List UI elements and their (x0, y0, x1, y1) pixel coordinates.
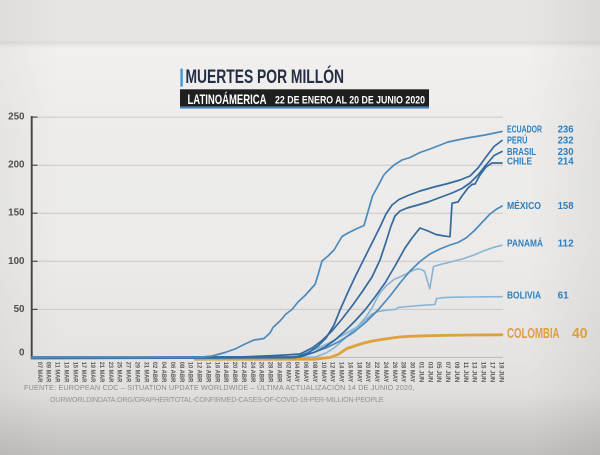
svg-text:24 ABR: 24 ABR (249, 362, 256, 383)
svg-text:30 ABR: 30 ABR (275, 362, 282, 383)
svg-text:02 MAY: 02 MAY (284, 362, 291, 383)
svg-text:12 ABR: 12 ABR (196, 362, 203, 383)
svg-text:26 MAY: 26 MAY (391, 362, 398, 383)
svg-text:CHILE: CHILE (507, 156, 532, 168)
svg-text:25 MAR: 25 MAR (116, 362, 123, 383)
svg-text:07 JUN: 07 JUN (444, 362, 451, 383)
svg-text:05 JUN: 05 JUN (435, 362, 442, 383)
svg-text:15 MAR: 15 MAR (71, 362, 78, 383)
svg-text:100: 100 (8, 256, 25, 267)
svg-text:PANAMÁ: PANAMÁ (507, 237, 543, 250)
svg-text:112: 112 (558, 238, 574, 250)
svg-text:22 ABR: 22 ABR (240, 362, 247, 383)
svg-text:214: 214 (558, 156, 574, 168)
svg-text:16 ABR: 16 ABR (213, 362, 220, 383)
svg-text:200: 200 (8, 160, 25, 171)
svg-text:08 MAY: 08 MAY (311, 362, 318, 383)
svg-text:30 MAY: 30 MAY (408, 362, 415, 383)
svg-text:11 MAR: 11 MAR (53, 362, 60, 383)
svg-text:LATINOÁMERICA: LATINOÁMERICA (188, 91, 267, 108)
svg-text:MUERTES POR MILLÓN: MUERTES POR MILLÓN (186, 64, 345, 88)
svg-text:06 MAY: 06 MAY (302, 362, 309, 383)
svg-text:11 JUN: 11 JUN (462, 362, 469, 383)
svg-text:10 ABR: 10 ABR (187, 362, 194, 383)
svg-text:16 MAY: 16 MAY (346, 362, 353, 383)
svg-text:22 MAY: 22 MAY (373, 362, 380, 383)
svg-text:BOLIVIA: BOLIVIA (507, 290, 541, 302)
svg-text:18 MAY: 18 MAY (355, 362, 362, 383)
svg-text:13 JUN: 13 JUN (471, 362, 478, 383)
svg-text:BRASIL: BRASIL (507, 146, 536, 158)
svg-text:19 JUN: 19 JUN (497, 362, 504, 383)
svg-text:20 ABR: 20 ABR (231, 362, 238, 383)
svg-text:29 MAR: 29 MAR (133, 362, 140, 383)
svg-text:26 ABR: 26 ABR (258, 362, 265, 383)
svg-text:24 MAY: 24 MAY (382, 362, 389, 383)
svg-text:20 MAY: 20 MAY (364, 362, 371, 383)
svg-text:17 MAR: 17 MAR (80, 362, 87, 383)
svg-text:19 MAR: 19 MAR (89, 362, 96, 383)
svg-text:14 MAY: 14 MAY (337, 362, 344, 383)
svg-text:50: 50 (14, 304, 25, 315)
svg-text:40: 40 (572, 325, 588, 342)
svg-text:250: 250 (8, 112, 25, 123)
svg-text:22 DE ENERO AL 20 DE JUNIO 202: 22 DE ENERO AL 20 DE JUNIO 2020 (275, 95, 425, 107)
svg-text:COLOMBIA: COLOMBIA (507, 325, 560, 342)
svg-text:27 MAR: 27 MAR (125, 362, 132, 383)
svg-text:0: 0 (19, 347, 25, 358)
svg-text:15 JUN: 15 JUN (479, 362, 486, 383)
svg-text:158: 158 (558, 200, 574, 212)
svg-text:PERÚ: PERÚ (507, 134, 528, 147)
svg-text:04 ABR: 04 ABR (160, 362, 167, 383)
svg-text:232: 232 (558, 135, 574, 147)
svg-text:28 MAY: 28 MAY (400, 362, 407, 383)
svg-text:03 JUN: 03 JUN (426, 362, 433, 383)
svg-text:10 MAY: 10 MAY (320, 362, 327, 383)
svg-text:61: 61 (558, 290, 569, 302)
svg-text:236: 236 (558, 124, 574, 136)
svg-text:06 ABR: 06 ABR (169, 362, 176, 383)
svg-text:28 ABR: 28 ABR (266, 362, 273, 383)
svg-text:230: 230 (558, 146, 574, 158)
svg-text:13 MAR: 13 MAR (62, 362, 69, 383)
svg-text:01 JUN: 01 JUN (417, 362, 424, 383)
svg-text:07 MAR: 07 MAR (36, 362, 43, 383)
svg-text:MÉXICO: MÉXICO (507, 199, 541, 212)
svg-text:150: 150 (8, 208, 25, 219)
svg-text:21 MAR: 21 MAR (98, 362, 105, 383)
svg-text:04 MAY: 04 MAY (293, 362, 300, 383)
svg-text:14 ABR: 14 ABR (204, 362, 211, 383)
svg-text:12 MAY: 12 MAY (329, 362, 336, 383)
svg-text:17 JUN: 17 JUN (488, 362, 495, 383)
svg-text:02 ABR: 02 ABR (151, 362, 158, 383)
svg-text:09 JUN: 09 JUN (453, 362, 460, 383)
svg-text:18 ABR: 18 ABR (222, 362, 229, 383)
svg-text:08 ABR: 08 ABR (178, 362, 185, 383)
svg-text:23 MAR: 23 MAR (107, 362, 114, 383)
svg-text:ECUADOR: ECUADOR (507, 124, 542, 136)
svg-text:09 MAR: 09 MAR (45, 362, 52, 383)
svg-text:31 MAR: 31 MAR (142, 362, 149, 383)
